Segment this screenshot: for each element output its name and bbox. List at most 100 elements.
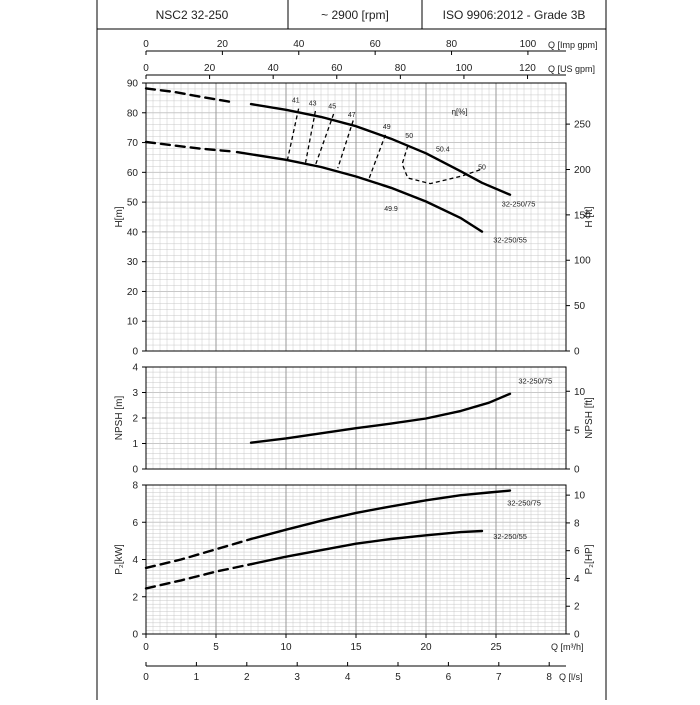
m3h-tick-label: 10 bbox=[280, 642, 292, 653]
efficiency-line bbox=[314, 113, 335, 166]
y-tick-label: 50 bbox=[127, 198, 139, 209]
efficiency-label: 50.4 bbox=[436, 146, 450, 153]
y2-tick-label: 200 bbox=[574, 165, 591, 176]
y-tick-label: 10 bbox=[127, 317, 139, 328]
us-tick-label: 60 bbox=[331, 63, 343, 74]
header: NSC2 32-250 ~ 2900 [rpm] ISO 9906:2012 -… bbox=[96, 0, 607, 700]
ls-tick-label: 7 bbox=[496, 672, 502, 683]
y2-tick-label: 250 bbox=[574, 120, 591, 131]
test-standard: ISO 9906:2012 - Grade 3B bbox=[443, 8, 586, 22]
imp-tick-label: 40 bbox=[293, 39, 305, 50]
y2-axis-title: NPSH [ft] bbox=[584, 397, 595, 439]
series-label: 32-250/55 bbox=[493, 235, 527, 244]
efficiency-unit-label: η[%] bbox=[452, 107, 468, 116]
efficiency-label: 49 bbox=[383, 124, 391, 131]
curve-power-dashed bbox=[144, 537, 253, 570]
efficiency-line bbox=[337, 120, 354, 169]
imp-axis-title: Q [Imp gpm] bbox=[548, 40, 598, 50]
ls-tick-label: 0 bbox=[143, 672, 149, 683]
y2-axis-title: P₂[HP] bbox=[584, 544, 595, 574]
ls-tick-label: 4 bbox=[345, 672, 351, 683]
y-tick-label: 30 bbox=[127, 257, 139, 268]
ls-tick-label: 2 bbox=[244, 672, 250, 683]
y-axis-title: NPSH [m] bbox=[114, 396, 125, 441]
series-label: 32-250/75 bbox=[518, 377, 552, 386]
ls-tick-label: 6 bbox=[446, 672, 452, 683]
y-tick-label: 70 bbox=[127, 138, 139, 149]
y2-tick-label: 50 bbox=[574, 301, 586, 312]
ls-tick-label: 5 bbox=[395, 672, 401, 683]
y2-tick-label: 4 bbox=[574, 574, 580, 585]
imp-tick-label: 80 bbox=[446, 39, 458, 50]
y-tick-label: 0 bbox=[132, 630, 138, 641]
y-axis-title: P₂[kW] bbox=[114, 544, 125, 575]
y2-axis-title: H [ft] bbox=[584, 206, 595, 227]
y-tick-label: 0 bbox=[132, 465, 138, 476]
efficiency-line bbox=[367, 134, 387, 181]
m3h-tick-label: 25 bbox=[490, 642, 502, 653]
curve-head-dashed bbox=[144, 140, 232, 153]
y2-tick-label: 5 bbox=[574, 426, 580, 437]
curve-power-dashed bbox=[144, 563, 253, 590]
y-tick-label: 0 bbox=[132, 347, 138, 358]
curve-head-solid bbox=[235, 150, 484, 233]
m3h-tick-label: 20 bbox=[420, 642, 432, 653]
rated-speed: ~ 2900 [rpm] bbox=[321, 8, 389, 22]
m3h-tick-label: 15 bbox=[350, 642, 362, 653]
us-tick-label: 40 bbox=[268, 63, 280, 74]
efficiency-label: 47 bbox=[348, 112, 356, 119]
imp-tick-label: 0 bbox=[143, 39, 149, 50]
efficiency-label: 50 bbox=[478, 164, 486, 171]
y-tick-label: 4 bbox=[132, 555, 138, 566]
chart-curves bbox=[144, 87, 512, 590]
curve-npsh-solid bbox=[249, 392, 512, 444]
us-tick-label: 0 bbox=[143, 63, 149, 74]
efficiency-label: 41 bbox=[292, 97, 300, 104]
us-tick-label: 120 bbox=[519, 63, 536, 74]
y-tick-label: 3 bbox=[132, 388, 138, 399]
curve-power-solid bbox=[249, 529, 484, 566]
m3h-tick-label: 5 bbox=[213, 642, 219, 653]
y-tick-label: 40 bbox=[127, 227, 139, 238]
curve-head-dashed bbox=[144, 87, 232, 103]
efficiency-line bbox=[304, 110, 317, 163]
imp-tick-label: 60 bbox=[370, 39, 382, 50]
y2-tick-label: 0 bbox=[574, 630, 580, 641]
efficiency-label: 43 bbox=[309, 100, 317, 107]
ls-tick-label: 3 bbox=[294, 672, 300, 683]
ls-tick-label: 8 bbox=[546, 672, 552, 683]
us-tick-label: 20 bbox=[204, 63, 216, 74]
efficiency-label: 50 bbox=[405, 133, 413, 140]
y-tick-label: 6 bbox=[132, 518, 138, 529]
y-tick-label: 90 bbox=[127, 79, 139, 90]
y2-tick-label: 6 bbox=[574, 546, 580, 557]
efficiency-label: 45 bbox=[328, 103, 336, 110]
us-tick-label: 100 bbox=[456, 63, 473, 74]
y2-tick-label: 150 bbox=[574, 210, 591, 221]
y2-tick-label: 10 bbox=[574, 387, 586, 398]
imp-tick-label: 100 bbox=[520, 39, 537, 50]
us-axis-title: Q [US gpm] bbox=[548, 64, 595, 74]
efficiency-line bbox=[401, 145, 483, 185]
y-axis-title: H[m] bbox=[114, 206, 125, 227]
curve-power-solid bbox=[249, 489, 512, 541]
y-tick-label: 2 bbox=[132, 414, 138, 425]
y-tick-label: 4 bbox=[132, 363, 138, 374]
ls-axis-title: Q [l/s] bbox=[559, 672, 583, 682]
y-tick-label: 8 bbox=[132, 481, 138, 492]
series-label: 32-250/75 bbox=[502, 200, 536, 209]
y2-tick-label: 2 bbox=[574, 602, 580, 613]
y-tick-label: 1 bbox=[132, 439, 138, 450]
model-name: NSC2 32-250 bbox=[156, 8, 229, 22]
chart-labels: 41 43 45 47 49 50 50.4 50 49.9 η[%] 32-250/75 32-25… bbox=[292, 97, 552, 541]
y-tick-label: 2 bbox=[132, 592, 138, 603]
ls-tick-label: 1 bbox=[194, 672, 200, 683]
y-tick-label: 20 bbox=[127, 287, 139, 298]
y2-tick-label: 10 bbox=[574, 491, 586, 502]
m3h-axis-title: Q [m³/h] bbox=[551, 642, 584, 652]
us-tick-label: 80 bbox=[395, 63, 407, 74]
efficiency-line bbox=[286, 108, 300, 161]
